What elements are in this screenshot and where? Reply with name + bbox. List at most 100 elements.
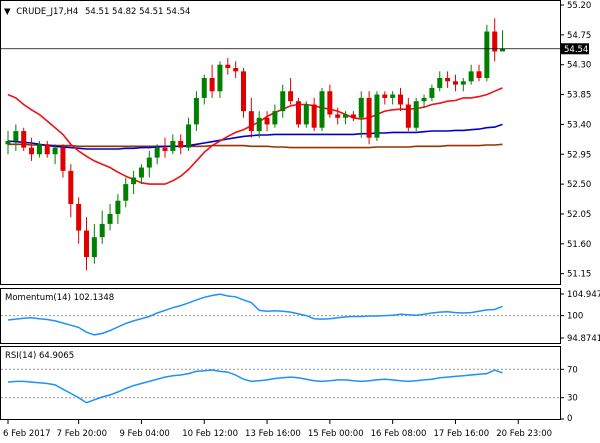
candle-body (335, 114, 341, 118)
candle-body (44, 144, 50, 155)
price-tick-label: 51.15 (567, 270, 591, 280)
candle (311, 97, 317, 132)
candle (405, 97, 411, 132)
candle (350, 111, 356, 122)
candle (76, 197, 82, 244)
candle (272, 104, 278, 128)
candle (248, 97, 254, 138)
candle (29, 137, 35, 161)
momentum-axis: 104.947 100 94.8741 (560, 290, 600, 344)
candle-body (76, 204, 82, 231)
candle (280, 84, 286, 118)
candle-body (115, 200, 121, 214)
current-price-box (561, 43, 589, 55)
price-tick-label: 53.85 (567, 91, 591, 101)
price-tick-label: 54.75 (567, 31, 591, 41)
rsi-panel-frame (0, 346, 561, 420)
candle-body (390, 94, 396, 98)
time-tick-label: 13 Feb 16:00 (245, 429, 301, 439)
candle-body (280, 91, 286, 112)
momentum-tick-label: 94.8741 (567, 334, 600, 344)
moving-averages (7, 87, 503, 185)
candle (138, 164, 144, 185)
collapse-triangle-icon[interactable]: ▼ (4, 7, 11, 17)
candle-body (52, 147, 58, 155)
candle (468, 64, 474, 85)
price-panel[interactable]: ▼ CRUDE_J17,H4 54.51 54.82 54.51 54.54 5… (0, 0, 591, 285)
time-tick-label: 7 Feb 20:00 (57, 429, 107, 439)
candle (390, 91, 396, 105)
candle-body (241, 71, 246, 112)
candle-body (476, 71, 482, 78)
candle-body (311, 104, 317, 128)
candle-body (350, 114, 356, 118)
time-tick-label: 15 Feb 00:00 (308, 429, 364, 439)
momentum-tick-label: 104.947 (567, 290, 600, 300)
candle-body (5, 141, 11, 145)
candle-body (146, 157, 152, 168)
time-tick-label: 9 Feb 04:00 (119, 429, 169, 439)
candle-body (303, 104, 309, 125)
candle (217, 61, 223, 98)
candle (413, 97, 419, 132)
candle (91, 223, 97, 264)
candle-body (319, 91, 325, 128)
candle-body (382, 94, 388, 98)
candle-body (366, 97, 372, 138)
candle-body (445, 77, 451, 82)
time-tick-label: 20 Feb 23:00 (496, 429, 552, 439)
candle (303, 101, 309, 128)
time-tick-label: 16 Feb 08:00 (371, 429, 427, 439)
candle-body (29, 147, 35, 155)
candle-body (91, 237, 97, 258)
candle-body (460, 81, 466, 85)
candle (201, 74, 207, 105)
candle-body (398, 94, 403, 105)
candle-body (13, 131, 19, 141)
candle-body (123, 184, 129, 201)
candle (437, 71, 443, 92)
candle (36, 141, 42, 158)
momentum-line (7, 293, 503, 336)
candle (358, 91, 364, 138)
candle-body (288, 91, 294, 102)
rsi-tick-label: 30 (567, 394, 578, 404)
rsi-axis: 70 30 0 (560, 365, 578, 424)
candle-body (60, 147, 66, 171)
candle (131, 170, 137, 195)
candle-body (272, 111, 278, 125)
candle-body (186, 124, 192, 148)
candle-body (468, 71, 474, 82)
candle (241, 68, 246, 118)
price-tick-label: 52.05 (567, 210, 591, 220)
ma-red-line (7, 87, 503, 185)
candle-body (201, 77, 207, 98)
rsi-panel[interactable]: RSI(14) 64.9065 70 30 0 (0, 346, 578, 425)
candle (209, 64, 215, 98)
current-price-label: 54.54 (564, 45, 588, 55)
momentum-label: Momentum(14) 102.1348 (5, 293, 114, 303)
candle (460, 77, 466, 92)
momentum-panel[interactable]: Momentum(14) 102.1348 104.947 100 94.8741 (0, 288, 600, 345)
candle (452, 74, 458, 92)
candle-body (21, 131, 27, 148)
candle (374, 91, 380, 141)
candle (107, 204, 113, 231)
candle-body (452, 81, 458, 85)
candle (492, 18, 498, 62)
candle-body (248, 111, 254, 132)
candle (13, 124, 19, 151)
rsi-tick-label: 70 (567, 365, 578, 375)
price-panel-frame (0, 0, 561, 285)
price-tick-label: 55.20 (567, 1, 591, 11)
price-axis: 55.20 54.75 54.30 53.85 53.40 52.95 52.50 52.05… (560, 1, 591, 280)
candle-body (131, 177, 137, 185)
candle (84, 217, 89, 271)
candle-body (374, 94, 380, 138)
candle (500, 30, 506, 52)
candle-body (84, 230, 89, 258)
candle (162, 137, 168, 158)
candle (225, 58, 231, 75)
candle-body (107, 213, 113, 224)
